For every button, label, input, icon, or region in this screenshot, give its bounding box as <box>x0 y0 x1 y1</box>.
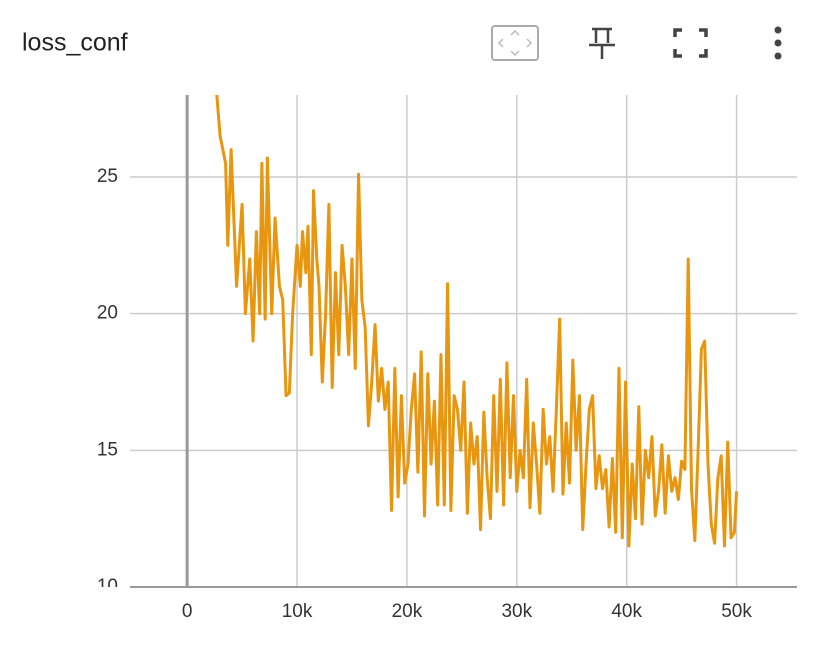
x-tick-label: 10k <box>282 601 313 622</box>
y-tick-label: 15 <box>97 439 118 460</box>
x-tick-label: 0 <box>182 601 193 622</box>
y-tick-label: 25 <box>97 166 118 187</box>
x-tick-label: 20k <box>392 601 423 622</box>
y-tick-label: 10 <box>97 576 118 597</box>
data-line <box>215 95 739 548</box>
x-axis-labels: 0 10k 20k 30k 40k 50k <box>182 601 753 622</box>
fullscreen-button[interactable] <box>673 28 708 58</box>
x-tick-label: 50k <box>721 601 752 622</box>
pin-button[interactable] <box>589 27 615 59</box>
x-tick-label: 30k <box>501 601 532 622</box>
y-tick-label: 20 <box>97 303 118 324</box>
plot-area <box>215 95 739 548</box>
x-tick-label: 40k <box>611 601 642 622</box>
fit-domain-button[interactable] <box>491 25 539 61</box>
more-menu-button[interactable] <box>774 26 782 60</box>
y-axis-labels: 10 15 20 25 <box>97 166 118 597</box>
chart-title: loss_conf <box>22 29 128 57</box>
